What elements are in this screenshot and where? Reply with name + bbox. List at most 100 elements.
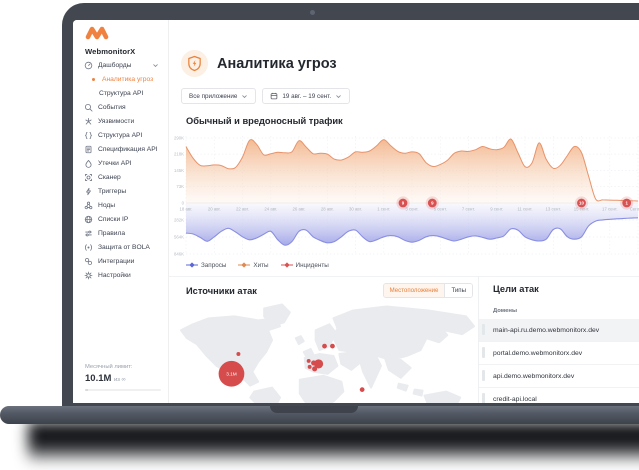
legend-item-2[interactable]: Инциденты [280, 261, 329, 269]
sidebar-item-4[interactable]: Уязвимости [73, 114, 168, 128]
sidebar-item-label: Утечки API [98, 159, 132, 167]
world-map-continents [179, 303, 476, 403]
svg-text:7 сент.: 7 сент. [462, 207, 475, 212]
svg-text:145K: 145K [174, 168, 184, 173]
panel-divider [478, 276, 479, 403]
svg-text:564K: 564K [174, 235, 184, 240]
attack-targets-panel: Цели атак Домены main-api.ru.demo.webmon… [479, 276, 639, 403]
chevron-down-icon [336, 94, 341, 98]
sidebar-item-3[interactable]: События [73, 100, 168, 114]
sidebar-item-14[interactable]: Интеграции [73, 254, 168, 268]
sidebar-item-12[interactable]: Правила [73, 226, 168, 240]
brand[interactable]: WebmonitorX [73, 20, 168, 56]
monthly-limit-value: 10.1M из ∞ [85, 373, 161, 384]
sidebar-item-label: Списки IP [98, 215, 129, 223]
sidebar-item-label: Триггеры [98, 187, 127, 195]
world-map[interactable]: 3.1M [179, 300, 476, 403]
active-bullet-icon [92, 77, 95, 81]
sidebar-item-label: Спецификация API [98, 145, 158, 153]
laptop-bezel: WebmonitorX Дашборды Аналитика угроз Струк… [62, 3, 639, 406]
chart-legend: Запросы Хиты Инциденты [186, 261, 329, 269]
sidebar-item-1[interactable]: Аналитика угроз [73, 72, 168, 86]
bola-icon [84, 243, 93, 251]
sidebar-item-label: Аналитика угроз [102, 75, 154, 83]
sidebar-item-7[interactable]: Утечки API [73, 156, 168, 170]
daterange-filter[interactable]: 19 авг. – 19 сент. [262, 88, 351, 104]
application-filter[interactable]: Все приложение [181, 88, 257, 104]
sidebar-item-13[interactable]: Защита от BOLA [73, 240, 168, 254]
chevron-down-icon [153, 63, 158, 67]
domain-row-1[interactable]: portal.demo.webmonitorx.dev [479, 342, 639, 365]
api-leaks-icon [85, 159, 92, 168]
legend-marker-icon [186, 262, 198, 268]
svg-text:9: 9 [402, 201, 405, 206]
domain-row-0[interactable]: main-api.ru.demo.webmonitorx.dev [479, 319, 639, 342]
svg-text:15 сент.: 15 сент. [574, 207, 590, 212]
attack-sources-title: Источники атак [186, 285, 257, 296]
sidebar-item-10[interactable]: Ноды [73, 198, 168, 212]
map-toggle-0[interactable]: Местоположение [383, 284, 445, 297]
sidebar-item-label: Интеграции [98, 257, 135, 265]
sidebar-item-9[interactable]: Триггеры [73, 184, 168, 198]
laptop-base [0, 406, 639, 424]
traffic-chart[interactable]: 290K 218K 145K 73K 0 282K 564K 846K 18 авг. 20 ав… [169, 130, 639, 258]
sidebar-item-label: Структура API [98, 131, 143, 139]
map-mode-toggle: Местоположение Типы [382, 283, 473, 298]
svg-text:1 сент.: 1 сент. [377, 207, 390, 212]
svg-text:1: 1 [625, 201, 628, 206]
page-header: Аналитика угроз [181, 50, 337, 77]
sidebar-item-label: Сканер [98, 173, 121, 181]
svg-text:11 сент.: 11 сент. [517, 207, 532, 212]
filter-row: Все приложение 19 авг. – 19 сент. [181, 88, 351, 104]
events-icon [84, 103, 93, 112]
domain-mini-bar [482, 347, 485, 358]
sidebar-item-0[interactable]: Дашборды [73, 58, 168, 72]
sidebar-nav: Дашборды Аналитика угроз Структура API Собы… [73, 58, 168, 282]
sidebar-item-label: Ноды [98, 201, 116, 209]
legend-item-1[interactable]: Хиты [238, 261, 269, 269]
domain-label: api.demo.webmonitorx.dev [493, 372, 575, 380]
triggers-icon [86, 187, 91, 195]
chart-title: Обычный и вредоносный трафик [186, 116, 343, 126]
sidebar-item-15[interactable]: Настройки [73, 268, 168, 282]
attack-source-markers: 3.1M [218, 343, 365, 393]
rules-icon [85, 230, 92, 236]
sidebar-item-11[interactable]: Списки IP [73, 212, 168, 226]
sidebar-item-6[interactable]: Спецификация API [73, 142, 168, 156]
svg-text:28 авг.: 28 авг. [321, 207, 334, 212]
legend-label: Запросы [201, 261, 227, 269]
legend-label: Инциденты [295, 261, 329, 269]
laptop-camera-icon [310, 10, 315, 15]
daterange-filter-label: 19 авг. – 19 сент. [282, 92, 332, 100]
svg-text:9 сент.: 9 сент. [490, 207, 503, 212]
legend-label: Хиты [253, 261, 269, 269]
svg-text:18 авг.: 18 авг. [180, 207, 193, 212]
sidebar-item-5[interactable]: Структура API [73, 128, 168, 142]
ip-lists-icon [84, 215, 93, 223]
sidebar-item-2[interactable]: Структура API [73, 86, 168, 100]
svg-text:5 сент.: 5 сент. [434, 207, 447, 212]
domain-row-3[interactable]: credit-api.local [479, 388, 639, 403]
sidebar-item-label: Правила [98, 229, 126, 237]
laptop-shadow [28, 422, 639, 464]
laptop-lid-notch [270, 406, 358, 413]
svg-text:3 сент.: 3 сент. [405, 207, 418, 212]
sidebar-item-8[interactable]: Сканер [73, 170, 168, 184]
domain-mini-bar [482, 393, 485, 403]
sidebar-item-label: Настройки [98, 271, 131, 279]
svg-text:3.1M: 3.1M [226, 372, 237, 378]
attack-targets-title: Цели атак [493, 284, 539, 294]
app-window: WebmonitorX Дашборды Аналитика угроз Струк… [73, 20, 639, 403]
svg-text:73K: 73K [176, 184, 184, 189]
api-structure-icon [85, 131, 92, 139]
legend-item-0[interactable]: Запросы [186, 261, 226, 269]
monthly-limit: Месячный лимит: 10.1M из ∞ [85, 364, 161, 391]
sidebar-item-label: Дашборды [98, 61, 132, 69]
svg-text:Сегодня: Сегодня [630, 207, 639, 212]
map-toggle-1[interactable]: Типы [444, 284, 472, 297]
domain-row-2[interactable]: api.demo.webmonitorx.dev [479, 365, 639, 388]
brand-name: WebmonitorX [85, 47, 136, 56]
svg-text:0: 0 [182, 201, 185, 206]
domains-list: main-api.ru.demo.webmonitorx.dev portal.d… [479, 319, 639, 403]
svg-text:22 авг.: 22 авг. [236, 207, 249, 212]
